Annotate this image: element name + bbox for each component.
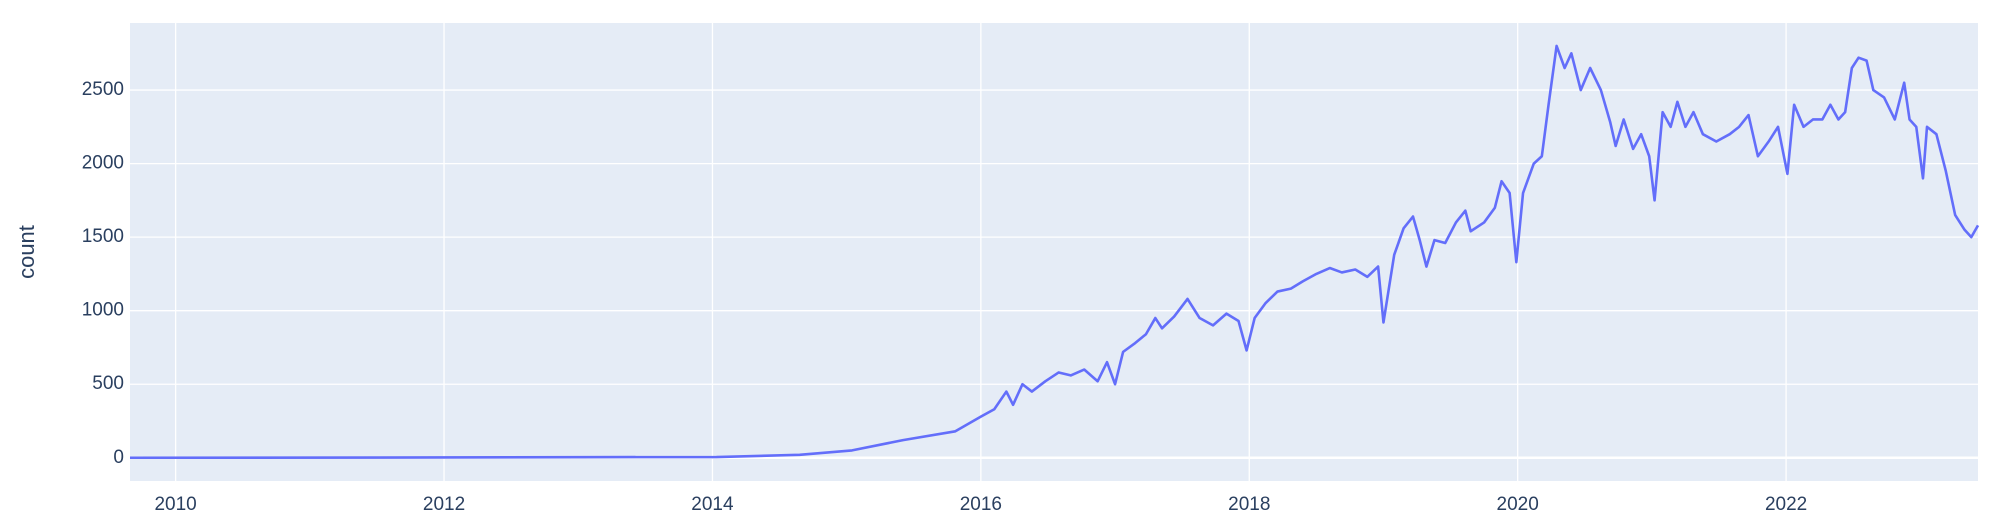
x-tick-label: 2022 (1765, 494, 1807, 515)
y-tick-label: 1500 (82, 226, 124, 247)
x-tick-label: 2014 (691, 494, 734, 515)
y-tick-label: 0 (113, 447, 124, 468)
plot-area (130, 23, 1978, 481)
y-axis-title: count (14, 225, 39, 279)
x-tick-label: 2010 (154, 494, 196, 515)
x-tick-label: 2016 (960, 494, 1002, 515)
x-tick-label: 2012 (423, 494, 465, 515)
data-line (129, 44, 1980, 460)
y-tick-label: 1000 (82, 300, 124, 321)
x-tick-label: 2020 (1497, 494, 1539, 515)
y-tick-label: 2000 (82, 153, 124, 174)
x-tick-label: 2018 (1228, 494, 1270, 515)
y-tick-label: 500 (92, 373, 124, 394)
y-tick-label: 2500 (82, 79, 124, 100)
